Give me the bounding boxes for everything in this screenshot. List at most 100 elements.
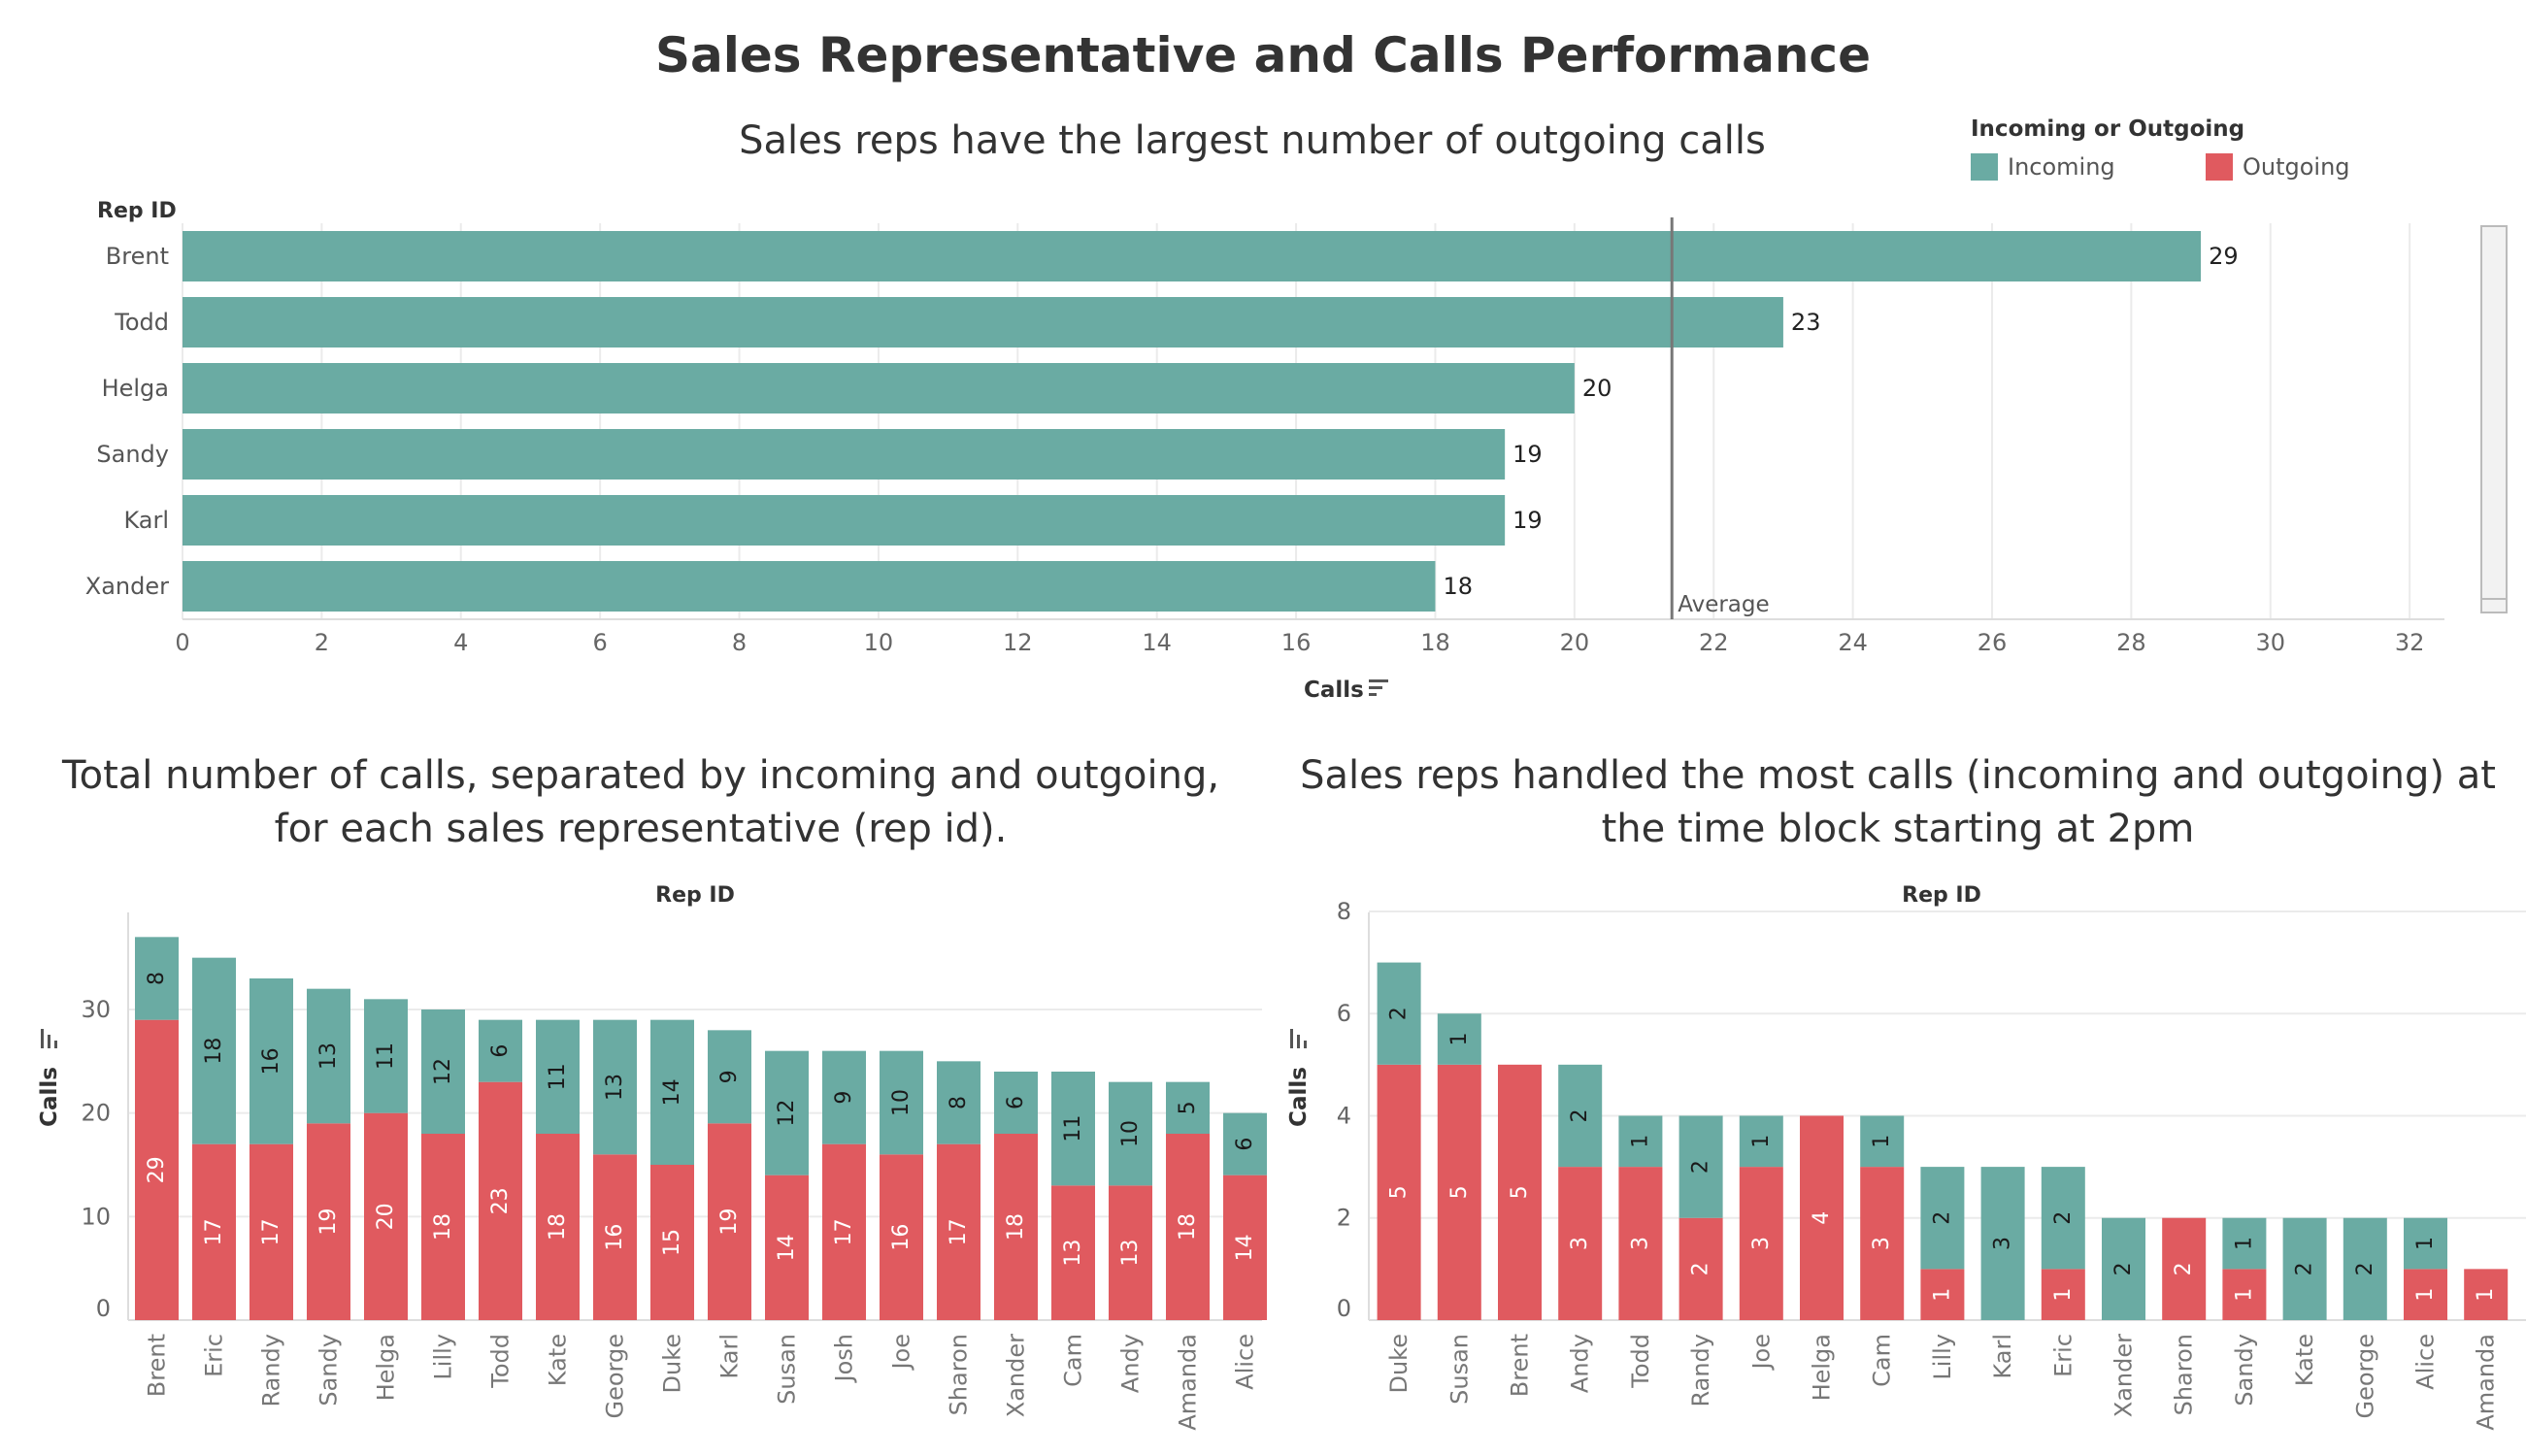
bar-incoming-sandy bbox=[2222, 1217, 2267, 1270]
bar-incoming-kate bbox=[536, 1019, 580, 1134]
data-label-outgoing-brent: 29 bbox=[145, 1156, 169, 1183]
x-tick-label: 20 bbox=[1560, 629, 1590, 656]
data-label-karl: 19 bbox=[1512, 507, 1543, 534]
x-tick-label-josh: Josh bbox=[831, 1334, 858, 1383]
bar-incoming-susan bbox=[1437, 1013, 1481, 1065]
column-header-rep-id: Rep ID bbox=[655, 883, 735, 908]
bar-incoming-amanda bbox=[1166, 1081, 1210, 1134]
sort-icon-line bbox=[1297, 1035, 1300, 1048]
bar-outgoing-brent bbox=[135, 1019, 179, 1320]
bar-outgoing-randy bbox=[1678, 1217, 1723, 1320]
vertical-scrollbar[interactable] bbox=[2480, 225, 2508, 613]
y-tick-label: 8 bbox=[1337, 898, 1351, 925]
x-tick-label-andy: Andy bbox=[1117, 1334, 1145, 1393]
bottom-left-stacked-bar-chart: Rep ID 0 10 20 30 Calls 29 8 Brent 17 18 Eric 17 16 Ra… bbox=[37, 883, 1267, 1431]
bar-outgoing-susan bbox=[765, 1175, 809, 1320]
data-label-incoming-sandy: 1 bbox=[2232, 1237, 2256, 1250]
bar-outgoing-sandy bbox=[307, 1123, 350, 1320]
data-label-incoming-susan: 1 bbox=[1447, 1033, 1472, 1046]
bar-incoming-todd bbox=[1618, 1115, 1663, 1168]
data-label-outgoing-helga: 4 bbox=[1810, 1211, 1834, 1225]
y-tick-label: 0 bbox=[96, 1295, 111, 1322]
x-tick-label: 24 bbox=[1838, 629, 1868, 656]
x-tick-label: 4 bbox=[453, 629, 468, 656]
bar-outgoing-andy bbox=[1109, 1185, 1152, 1320]
legend-item-outgoing[interactable]: Outgoing bbox=[2206, 153, 2350, 182]
bar-incoming-xander bbox=[2102, 1217, 2145, 1320]
x-tick-label-sandy: Sandy bbox=[2231, 1334, 2258, 1406]
bar-incoming-joe bbox=[1739, 1115, 1783, 1168]
bar-incoming-xander bbox=[994, 1072, 1038, 1134]
data-label-outgoing-kate: 18 bbox=[546, 1213, 570, 1241]
data-label-outgoing-sandy: 1 bbox=[2232, 1288, 2256, 1302]
bar-outgoing-sandy bbox=[2222, 1269, 2267, 1320]
data-label-incoming-eric: 2 bbox=[2051, 1211, 2076, 1225]
data-label-helga: 20 bbox=[1582, 375, 1612, 402]
scrollbar-thumb[interactable] bbox=[2482, 598, 2506, 606]
bar-outgoing-todd bbox=[479, 1081, 522, 1320]
x-tick-label-sharon: Sharon bbox=[946, 1334, 973, 1415]
data-label-outgoing-xander: 18 bbox=[1004, 1213, 1028, 1241]
data-label-incoming-amanda: 5 bbox=[1176, 1101, 1200, 1114]
bar-incoming-duke bbox=[650, 1019, 694, 1165]
bar-helga bbox=[183, 363, 1575, 414]
bar-outgoing-susan bbox=[1437, 1064, 1481, 1320]
x-tick-label-randy: Randy bbox=[258, 1334, 285, 1407]
sort-icon-line bbox=[1369, 679, 1388, 682]
data-label-incoming-joe: 10 bbox=[889, 1089, 914, 1116]
bar-outgoing-randy bbox=[249, 1143, 293, 1320]
bar-incoming-cam bbox=[1860, 1115, 1905, 1168]
y-tick-label: 0 bbox=[1337, 1295, 1351, 1322]
row-header-rep-id: Rep ID bbox=[97, 199, 177, 223]
row-label-xander: Xander bbox=[85, 573, 169, 600]
data-label-incoming-todd: 1 bbox=[1628, 1135, 1652, 1148]
bar-incoming-randy bbox=[249, 978, 293, 1144]
bar-brent bbox=[183, 231, 2202, 281]
bar-outgoing-cam bbox=[1051, 1185, 1095, 1320]
data-label-outgoing-joe: 3 bbox=[1749, 1237, 1774, 1250]
x-tick-label-randy: Randy bbox=[1687, 1334, 1714, 1407]
x-tick-label-sharon: Sharon bbox=[2171, 1334, 2198, 1415]
x-tick-label-duke: Duke bbox=[1385, 1334, 1413, 1394]
bar-outgoing-cam bbox=[1860, 1167, 1905, 1320]
data-label-incoming-susan: 12 bbox=[775, 1100, 799, 1127]
bar-outgoing-helga bbox=[364, 1112, 408, 1320]
y-tick-label: 4 bbox=[1337, 1102, 1351, 1129]
bar-incoming-andy bbox=[1109, 1081, 1152, 1186]
data-label-incoming-eric: 18 bbox=[202, 1038, 226, 1065]
x-tick-label: 10 bbox=[864, 629, 894, 656]
sort-icon-line bbox=[1304, 1041, 1307, 1048]
y-tick-label: 10 bbox=[81, 1203, 111, 1230]
bar-outgoing-alice bbox=[2404, 1269, 2447, 1320]
y-axis-title: Calls bbox=[1286, 1067, 1312, 1127]
x-tick-label-karl: Karl bbox=[716, 1334, 744, 1379]
bar-incoming-helga bbox=[364, 999, 408, 1113]
sort-descending-icon bbox=[1369, 679, 1388, 696]
bar-incoming-cam bbox=[1051, 1072, 1095, 1186]
x-tick-label-karl: Karl bbox=[1989, 1334, 2016, 1379]
bar-outgoing-xander bbox=[994, 1134, 1038, 1320]
bar-incoming-eric bbox=[192, 957, 236, 1144]
x-tick-label: 32 bbox=[2395, 629, 2425, 656]
x-tick-label-xander: Xander bbox=[1003, 1334, 1030, 1417]
x-tick-label-todd: Todd bbox=[1627, 1334, 1654, 1389]
data-label-outgoing-todd: 23 bbox=[488, 1187, 513, 1214]
data-label-incoming-joe: 1 bbox=[1749, 1135, 1774, 1148]
row-label-sandy: Sandy bbox=[96, 441, 169, 468]
x-tick-label-helga: Helga bbox=[1809, 1334, 1836, 1401]
legend-item-incoming[interactable]: Incoming bbox=[1971, 153, 2115, 182]
data-label-incoming-randy: 2 bbox=[1689, 1160, 1713, 1174]
data-label-outgoing-joe: 16 bbox=[889, 1224, 914, 1251]
x-tick-label-helga: Helga bbox=[373, 1334, 400, 1401]
sort-icon-line bbox=[41, 1029, 44, 1048]
x-tick-label-alice: Alice bbox=[2412, 1334, 2440, 1390]
bar-outgoing-sharon bbox=[2162, 1217, 2207, 1320]
data-label-incoming-brent: 8 bbox=[145, 972, 169, 985]
x-tick-label-sandy: Sandy bbox=[316, 1334, 343, 1406]
bar-outgoing-joe bbox=[880, 1154, 923, 1320]
bar-outgoing-lilly bbox=[1920, 1269, 1965, 1320]
bar-outgoing-amanda bbox=[1166, 1134, 1210, 1320]
data-label-outgoing-alice: 14 bbox=[1233, 1234, 1257, 1261]
x-tick-label-andy: Andy bbox=[1567, 1334, 1594, 1393]
top-chart-title: Sales reps have the largest number of ou… bbox=[739, 118, 1766, 163]
